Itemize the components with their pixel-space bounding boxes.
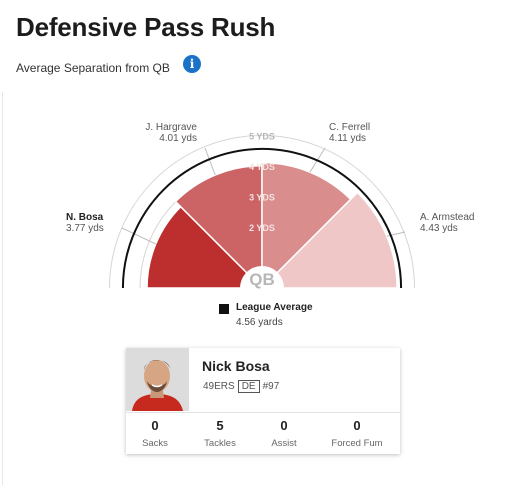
wedge-n-bosa [146, 205, 264, 289]
legend-value: 4.56 yards [236, 317, 283, 328]
league-average-arc [121, 148, 403, 289]
stat-label: Sacks [142, 438, 168, 449]
wedge-j-hargrave [174, 164, 263, 290]
stat-tackles: 5 Tackles [186, 418, 254, 449]
player-headshot [126, 348, 189, 411]
player-name: Nick Bosa [202, 358, 270, 374]
ring-label: 3 YDS [249, 193, 275, 203]
ring-label: 2 YDS [249, 223, 275, 233]
player-card[interactable]: Nick Bosa 49ERS DE #97 0 Sacks 5 Tackles… [126, 348, 400, 454]
player-value: 4.11 yds [329, 133, 367, 144]
info-icon[interactable]: i [183, 55, 201, 73]
stat-forced-fumble: 0 Forced Fum [323, 418, 391, 449]
legend-square-icon [219, 304, 229, 314]
player-name: J. Hargrave [145, 122, 197, 133]
stat-label: Assist [271, 438, 297, 449]
stat-value: 5 [216, 418, 224, 433]
polar-area-chart: 2 YDS 3 YDS 4 YDS 5 YDS QB [109, 131, 415, 310]
stat-value: 0 [280, 418, 288, 433]
leader-line [121, 227, 156, 245]
stat-label: Tackles [204, 438, 236, 449]
player-meta: 49ERS DE #97 [203, 380, 279, 393]
wedge-a-armstead [260, 191, 398, 289]
card-divider [126, 412, 400, 413]
distance-ring [109, 135, 415, 289]
player-label-j-hargrave: J. Hargrave 4.01 yds [139, 122, 197, 144]
left-border [2, 92, 3, 485]
page-title: Defensive Pass Rush [16, 12, 276, 42]
chart-subtitle: Average Separation from QB [16, 61, 170, 75]
player-label-n-bosa: N. Bosa 3.77 yds [66, 212, 104, 234]
stat-value: 0 [151, 418, 159, 433]
player-name: A. Armstead [420, 212, 475, 223]
player-name: N. Bosa [66, 212, 104, 223]
leader-line [204, 147, 216, 176]
player-value: 4.43 yds [420, 223, 458, 234]
player-number: #97 [262, 381, 280, 392]
ring-label: 4 YDS [249, 162, 275, 172]
stat-assist: 0 Assist [250, 418, 318, 449]
player-value: 4.01 yds [159, 133, 197, 144]
stat-value: 0 [353, 418, 361, 433]
player-name: C. Ferrell [329, 122, 371, 133]
player-position-badge: DE [237, 380, 260, 393]
player-team: 49ERS [203, 381, 235, 392]
legend-title: League Average [236, 302, 313, 313]
stat-sacks: 0 Sacks [121, 418, 189, 449]
player-label-c-ferrell: C. Ferrell 4.11 yds [329, 122, 370, 144]
player-label-a-armstead: A. Armstead 4.43 yds [420, 212, 474, 234]
qb-label: QB [249, 270, 275, 289]
pass-rush-chart: 2 YDS 3 YDS 4 YDS 5 YDS QB N. Bosa 3.77 yds … [66, 122, 474, 328]
stat-label: Forced Fum [331, 438, 383, 449]
player-value: 3.77 yds [66, 223, 104, 234]
ring-label: 5 YDS [249, 132, 275, 142]
qb-circle [240, 266, 284, 310]
player-photo-image [126, 348, 189, 411]
wedge-c-ferrell [261, 161, 352, 290]
